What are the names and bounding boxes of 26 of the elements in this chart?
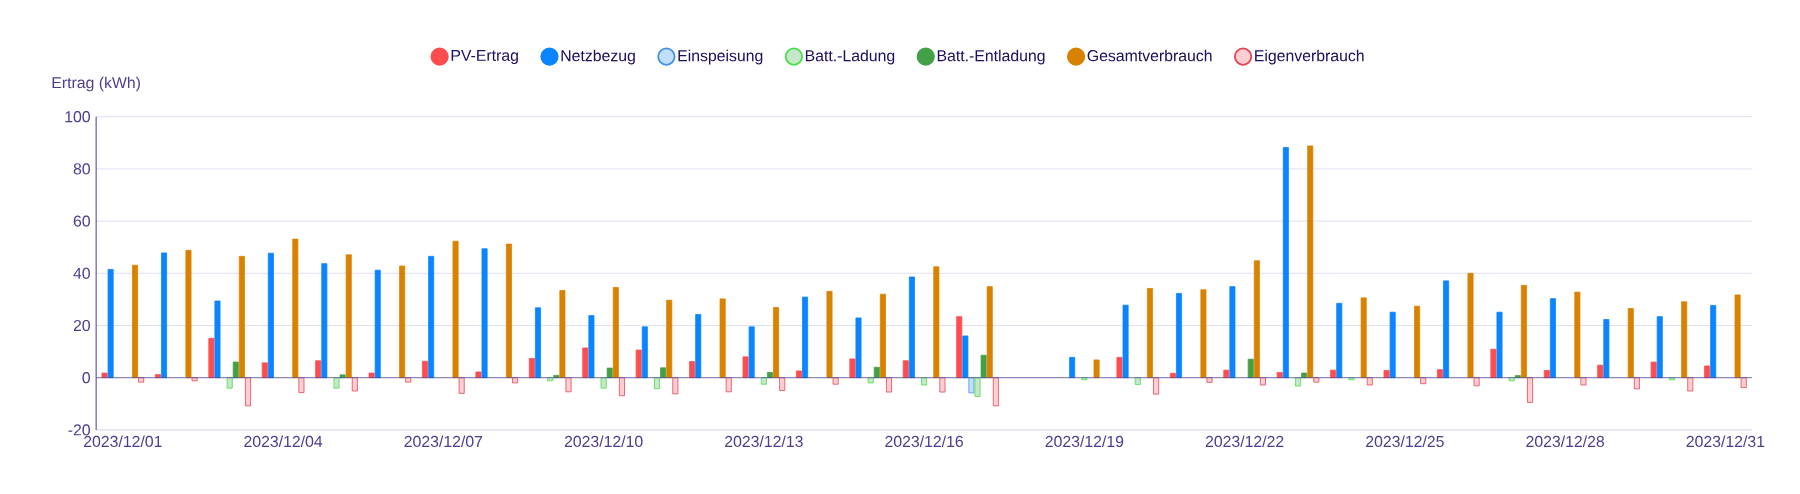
legend-label: PV-Ertrag	[451, 49, 518, 65]
y-tick-label: 100	[65, 111, 90, 123]
legend-label: Batt.-Ladung	[805, 49, 895, 65]
x-tick-label: 2023/12/10	[564, 435, 643, 448]
x-tick-label: 2023/12/16	[885, 435, 963, 448]
y-tick-label: -20	[68, 424, 90, 436]
x-tick-label: 2023/12/25	[1366, 435, 1444, 448]
legend-label: Batt.-Entladung	[937, 49, 1045, 65]
y-tick-label: 40	[73, 267, 90, 279]
x-tick-label: 2023/12/04	[244, 435, 323, 448]
y-tick-label: 0	[82, 372, 90, 384]
y-tick-label: 20	[73, 319, 90, 332]
x-tick-label: 2023/12/22	[1205, 435, 1284, 448]
x-tick-label: 2023/12/31	[1686, 435, 1765, 448]
legend-label: Einspeisung	[678, 49, 763, 65]
y-tick-label: 60	[73, 215, 90, 227]
legend-label: Gesamtverbrauch	[1087, 49, 1212, 62]
x-tick-label: 2023/12/28	[1526, 435, 1605, 448]
x-tick-label: 2023/12/07	[404, 435, 483, 448]
legend-label: Netzbezug	[561, 49, 635, 65]
x-tick-label: 2023/12/13	[725, 435, 803, 448]
y-tick-label: 80	[73, 163, 90, 175]
x-tick-label: 2023/12/01	[84, 435, 162, 448]
y-axis-title: Ertrag (kWh)	[52, 76, 140, 92]
x-tick-label: 2023/12/19	[1045, 435, 1124, 448]
legend-label: Eigenverbrauch	[1255, 49, 1364, 65]
